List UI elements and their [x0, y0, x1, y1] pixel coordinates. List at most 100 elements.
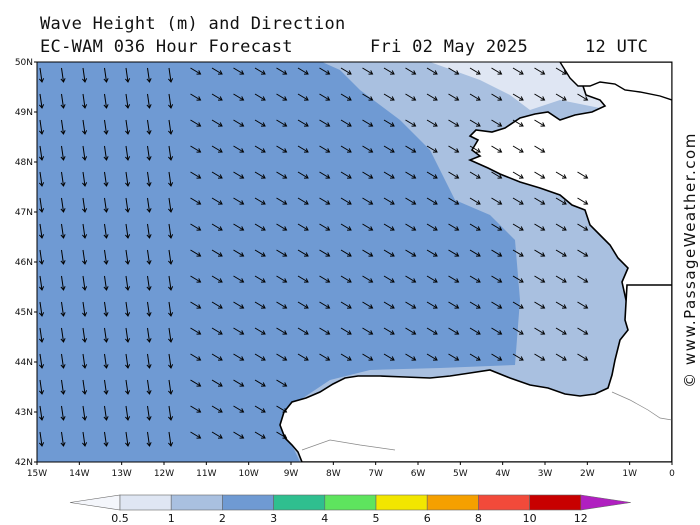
wave-arrow — [233, 93, 245, 101]
wave-arrow — [168, 119, 174, 135]
wave-arrow — [146, 431, 152, 447]
wave-arrow — [254, 145, 266, 153]
scale-segment — [273, 494, 326, 511]
wave-arrow — [383, 301, 395, 309]
wave-arrow — [254, 119, 266, 127]
wave-arrow — [190, 223, 202, 231]
forecast-model: EC-WAM 036 Hour Forecast — [40, 37, 293, 57]
wave-arrow — [448, 119, 460, 127]
wave-arrow — [319, 171, 331, 179]
wave-arrow — [82, 275, 88, 291]
wave-arrow — [60, 379, 66, 395]
wave-arrow — [512, 249, 524, 257]
wave-arrow — [491, 249, 503, 257]
wave-arrow — [103, 405, 109, 421]
wave-arrow — [190, 249, 202, 257]
lon-tick-label: 2W — [580, 469, 595, 479]
scale-label: 0.5 — [111, 512, 129, 525]
lon-tick-label: 11W — [196, 469, 216, 479]
wave-arrow — [103, 327, 109, 343]
wave-arrow — [555, 301, 567, 309]
wave-arrow — [82, 197, 88, 213]
wave-arrow — [577, 223, 589, 231]
wave-arrow — [491, 197, 503, 205]
wave-arrow — [103, 197, 109, 213]
scale-label: 5 — [373, 512, 380, 525]
wave-arrow — [211, 171, 223, 179]
wave-arrow — [340, 67, 352, 75]
wave-arrow — [383, 119, 395, 127]
wave-arrow — [405, 119, 417, 127]
lat-tick-label: 47N — [15, 208, 33, 218]
wave-arrow — [362, 249, 374, 257]
wave-arrow — [319, 119, 331, 127]
wave-arrow — [512, 93, 524, 101]
wave-arrow — [426, 275, 438, 283]
wave-arrow — [125, 93, 131, 109]
wave-arrow — [211, 145, 223, 153]
wave-arrow — [276, 431, 288, 439]
wave-arrow — [60, 145, 66, 161]
wave-arrow — [491, 119, 503, 127]
wave-arrow — [276, 327, 288, 335]
wave-arrow — [276, 171, 288, 179]
wave-arrow — [39, 197, 45, 213]
scale-label: 8 — [475, 512, 482, 525]
wave-arrow — [39, 171, 45, 187]
wave-arrow — [254, 405, 266, 413]
wave-arrow — [168, 431, 174, 447]
wave-arrow — [82, 249, 88, 265]
wave-arrow — [448, 145, 460, 153]
lon-tick-label: 4W — [495, 469, 510, 479]
wave-arrow — [125, 145, 131, 161]
wave-arrow — [168, 405, 174, 421]
wave-arrow — [555, 171, 567, 179]
wave-arrow — [233, 67, 245, 75]
wave-arrow — [297, 301, 309, 309]
lon-tick-label: 1W — [622, 469, 637, 479]
wave-arrow — [125, 171, 131, 187]
wave-arrow — [211, 119, 223, 127]
wave-arrow — [103, 379, 109, 395]
lon-tick-label: 9W — [284, 469, 299, 479]
wave-arrow — [297, 249, 309, 257]
lat-tick-label: 50N — [15, 58, 33, 68]
wave-arrow — [146, 93, 152, 109]
scale-label: 6 — [424, 512, 431, 525]
wave-arrow — [233, 223, 245, 231]
lon-tick-label: 6W — [411, 469, 426, 479]
wave-arrow — [125, 327, 131, 343]
wave-arrow — [512, 223, 524, 231]
lon-tick-label: 3W — [538, 469, 553, 479]
wave-arrow — [103, 119, 109, 135]
wave-arrow — [82, 67, 88, 83]
lon-tick-label: 14W — [69, 469, 89, 479]
wave-arrow — [383, 249, 395, 257]
wave-arrow — [254, 431, 266, 439]
wave-arrow — [233, 249, 245, 257]
wave-arrow — [555, 249, 567, 257]
wave-arrow — [125, 405, 131, 421]
wave-arrow — [146, 405, 152, 421]
wave-arrow — [233, 275, 245, 283]
wave-arrow — [254, 249, 266, 257]
wave-arrow — [276, 223, 288, 231]
wave-arrow — [297, 145, 309, 153]
wave-arrow — [190, 171, 202, 179]
wave-arrow — [426, 223, 438, 231]
wave-arrow — [103, 431, 109, 447]
wave-arrow — [448, 249, 460, 257]
scale-label: 12 — [574, 512, 588, 525]
wave-arrow — [577, 249, 589, 257]
wave-arrow — [362, 171, 374, 179]
wave-arrow — [254, 327, 266, 335]
wave-arrow — [491, 327, 503, 335]
wave-arrow — [534, 145, 546, 153]
map-title: Wave Height (m) and Direction — [40, 14, 346, 34]
wave-arrow — [555, 67, 567, 75]
wave-arrow — [405, 223, 417, 231]
wave-arrow — [168, 145, 174, 161]
wave-arrow — [39, 353, 45, 369]
wave-arrow — [405, 301, 417, 309]
wave-arrow — [103, 353, 109, 369]
